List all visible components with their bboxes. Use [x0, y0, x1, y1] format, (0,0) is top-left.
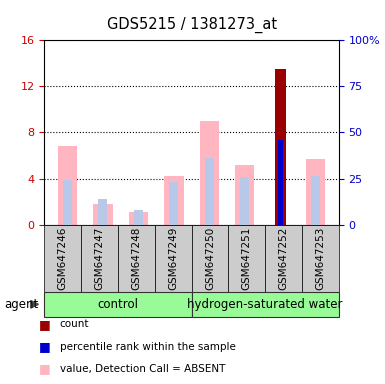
Text: count: count [60, 319, 89, 329]
Bar [99, 199, 107, 225]
Text: GSM647248: GSM647248 [131, 227, 141, 290]
Bar [93, 204, 113, 225]
Text: GSM647250: GSM647250 [205, 227, 215, 290]
Bar [169, 182, 178, 225]
Text: GSM647252: GSM647252 [279, 227, 289, 290]
Bar [44, 292, 192, 317]
Bar [118, 225, 155, 292]
Text: ■: ■ [38, 318, 50, 331]
Bar [192, 225, 228, 292]
Text: hydrogen-saturated water: hydrogen-saturated water [187, 298, 343, 311]
Bar [155, 225, 192, 292]
Bar [44, 225, 81, 292]
Text: ■: ■ [38, 340, 50, 353]
Bar [306, 159, 325, 225]
Bar [275, 69, 286, 225]
Text: GSM647249: GSM647249 [168, 227, 178, 290]
Bar [235, 165, 254, 225]
Text: ■: ■ [38, 362, 50, 376]
Bar [164, 176, 184, 225]
Bar [205, 158, 214, 225]
Bar [199, 121, 219, 225]
Text: GSM647253: GSM647253 [315, 227, 325, 290]
Bar [192, 292, 339, 317]
Bar [265, 225, 302, 292]
Bar [58, 146, 77, 225]
Bar [81, 225, 118, 292]
Text: GSM647246: GSM647246 [58, 227, 68, 290]
Bar [240, 177, 249, 225]
Text: control: control [97, 298, 138, 311]
Text: GSM647247: GSM647247 [94, 227, 104, 290]
Text: percentile rank within the sample: percentile rank within the sample [60, 342, 236, 352]
Bar [63, 180, 72, 225]
Bar [302, 225, 339, 292]
Text: value, Detection Call = ABSENT: value, Detection Call = ABSENT [60, 364, 225, 374]
Text: agent: agent [4, 298, 38, 311]
Bar [134, 210, 143, 225]
Text: GSM647251: GSM647251 [242, 227, 252, 290]
Bar [228, 225, 265, 292]
Bar [129, 212, 148, 225]
Bar [278, 140, 283, 225]
Bar [311, 176, 320, 225]
Text: GDS5215 / 1381273_at: GDS5215 / 1381273_at [107, 17, 278, 33]
